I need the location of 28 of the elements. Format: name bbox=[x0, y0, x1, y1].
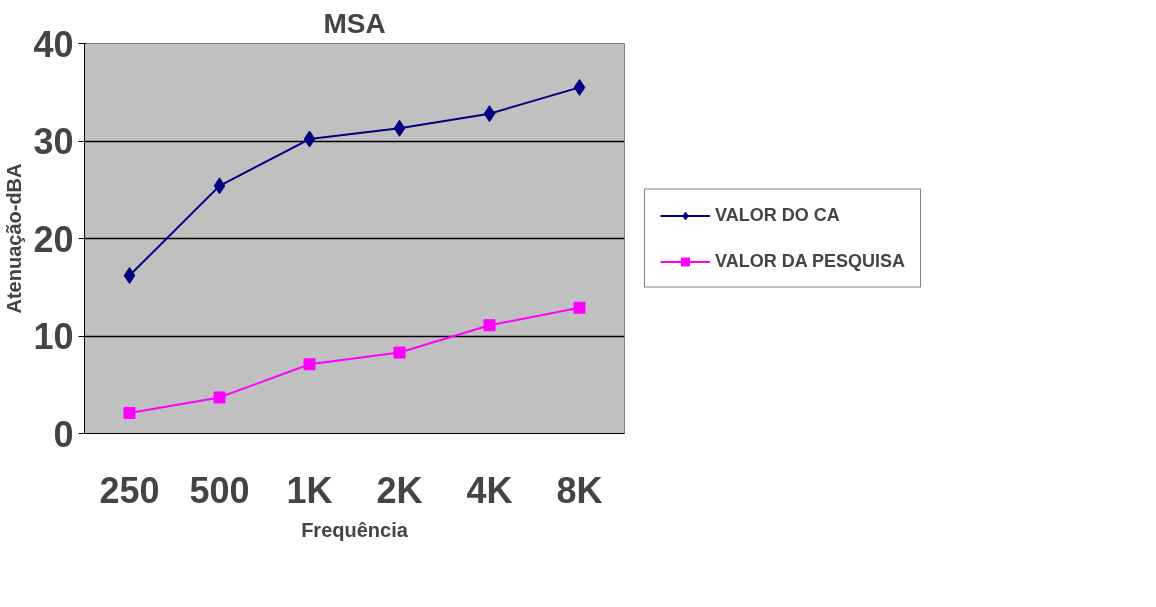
x-tick-label: 2K bbox=[376, 469, 423, 511]
point bbox=[303, 358, 316, 371]
y-tick-label: 30 bbox=[33, 121, 74, 162]
point bbox=[483, 105, 496, 123]
x-tick-label: 250 bbox=[99, 469, 160, 511]
y-axis-title: Atenuação-dBA bbox=[3, 163, 26, 314]
point bbox=[393, 346, 406, 359]
x-tick-label: 8K bbox=[556, 469, 603, 511]
legend-label: VALOR DO CA bbox=[715, 204, 840, 226]
x-axis-title: Frequência bbox=[301, 518, 409, 541]
point bbox=[213, 177, 226, 195]
y-tick-label: 10 bbox=[33, 316, 74, 357]
point bbox=[303, 130, 316, 148]
point bbox=[123, 267, 136, 285]
x-tick-label: 4K bbox=[466, 469, 513, 511]
point bbox=[123, 407, 136, 420]
x-tick-label: 1K bbox=[286, 469, 333, 511]
chart-title: MSA bbox=[323, 7, 386, 39]
x-tick-label: 500 bbox=[189, 469, 250, 511]
y-tick-label: 20 bbox=[33, 218, 74, 260]
point bbox=[393, 119, 406, 137]
point bbox=[483, 319, 496, 332]
y-tick-label: 40 bbox=[33, 23, 74, 65]
legend-label: VALOR DA PESQUISA bbox=[715, 250, 906, 272]
point bbox=[573, 78, 586, 96]
point bbox=[573, 301, 586, 314]
y-tick-label: 0 bbox=[53, 413, 74, 455]
point bbox=[213, 391, 226, 404]
